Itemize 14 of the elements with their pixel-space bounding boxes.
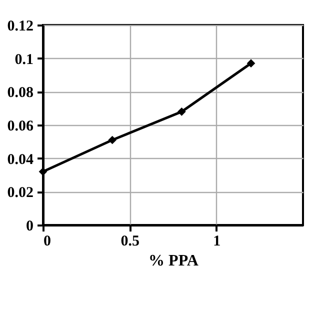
point: [177, 107, 186, 116]
x-axis-title: % PPA: [148, 252, 199, 270]
x-tick-label: 1: [213, 234, 221, 250]
y-tick-label: 0: [26, 218, 34, 234]
y-tick-label: 0.08: [7, 85, 34, 102]
y-tick-label: 0.12: [7, 18, 34, 34]
x-tick-label: 0: [44, 234, 51, 250]
point: [108, 136, 117, 144]
y-tick-label: 0.1: [14, 52, 34, 68]
x-tick-label: 0.5: [120, 234, 140, 250]
point: [246, 59, 256, 68]
y-tick-label: 0.02: [7, 185, 34, 202]
y-tick-label: 0.04: [7, 152, 34, 168]
y-tick-label: 0.06: [7, 118, 34, 134]
